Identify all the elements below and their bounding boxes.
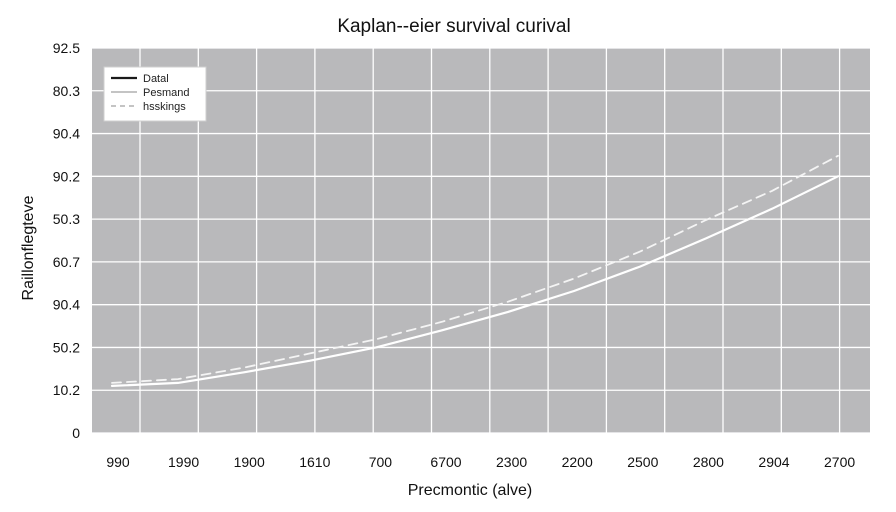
legend-entry: Pesmand xyxy=(143,87,189,99)
y-tick-label: 90.4 xyxy=(53,126,80,142)
x-tick-label: 1610 xyxy=(299,454,330,470)
legend-box xyxy=(103,66,207,122)
x-tick-label: 2500 xyxy=(627,454,658,470)
x-tick-label: 2700 xyxy=(824,454,855,470)
y-tick-label: 50.3 xyxy=(53,211,80,227)
y-axis-ticks: 92.5 80.3 90.4 90.2 50.3 60.7 90.4 50.2 10.2 0 xyxy=(53,40,80,441)
x-tick-label: 1990 xyxy=(168,454,199,470)
y-tick-label: 10.2 xyxy=(53,382,80,398)
y-tick-label: 92.5 xyxy=(53,40,80,56)
x-tick-label: 2200 xyxy=(562,454,593,470)
x-tick-label: 1900 xyxy=(234,454,265,470)
legend-entry: hsskings xyxy=(143,101,186,113)
plot-area xyxy=(92,48,870,433)
series-line-2 xyxy=(111,154,839,384)
y-tick-label: 90.2 xyxy=(53,168,80,184)
x-axis-label: Precmontic (alve) xyxy=(408,482,532,499)
y-tick-label: 90.4 xyxy=(53,297,80,313)
x-axis-ticks: 990 1990 1900 1610 700 6700 2300 2200 2500 2800 29… xyxy=(106,454,855,470)
y-tick-label: 50.2 xyxy=(53,339,80,355)
legend: Datal Pesmand hsskings xyxy=(103,66,207,122)
y-tick-label: 80.3 xyxy=(53,83,80,99)
series-group xyxy=(110,154,840,387)
x-tick-label: 6700 xyxy=(430,454,461,470)
y-tick-label: 0 xyxy=(72,425,80,441)
x-tick-label: 2904 xyxy=(758,454,789,470)
x-tick-label: 2300 xyxy=(496,454,527,470)
x-tick-label: 990 xyxy=(106,454,130,470)
x-tick-label: 2800 xyxy=(693,454,724,470)
series-line-1 xyxy=(110,175,840,387)
x-tick-label: 700 xyxy=(369,454,393,470)
legend-entry: Datal xyxy=(143,73,169,85)
y-axis-label: Raillonﬂegteve xyxy=(20,195,37,300)
y-tick-label: 60.7 xyxy=(53,254,80,270)
chart-title: Kaplan-‑eier survival curival xyxy=(337,16,570,37)
